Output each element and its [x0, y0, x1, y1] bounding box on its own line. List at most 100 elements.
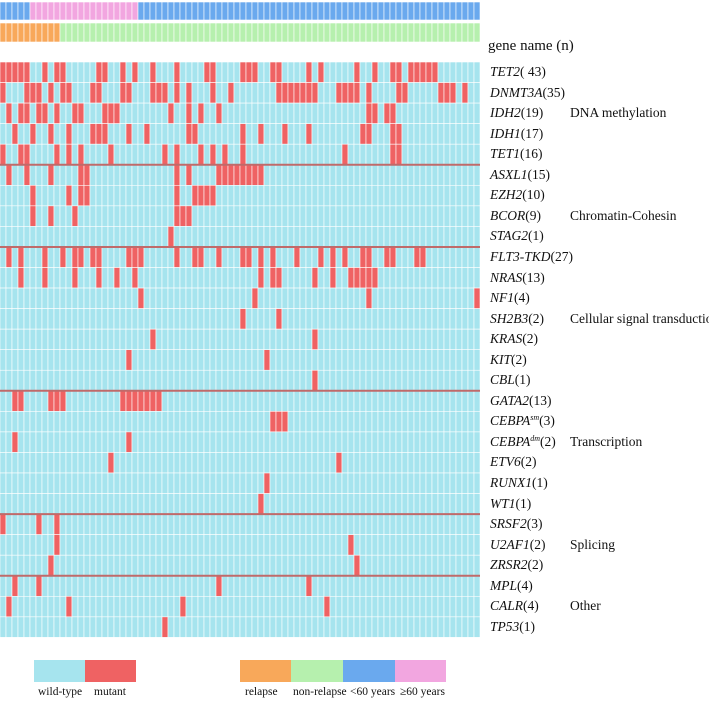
wildtype-cell [239, 513, 247, 535]
relapse-cell [101, 22, 109, 43]
mutant-cell [155, 390, 163, 412]
mutant-cell [23, 102, 31, 124]
wildtype-cell [11, 513, 19, 535]
wildtype-cell [17, 411, 25, 433]
age-cell [353, 1, 361, 21]
wildtype-cell [251, 349, 259, 371]
wildtype-cell [407, 349, 415, 371]
wildtype-cell [5, 349, 13, 371]
wildtype-cell [275, 431, 283, 453]
mutant-cell [305, 82, 313, 104]
gene-label: TET2( 43) [490, 64, 546, 80]
wildtype-cell [119, 554, 127, 577]
wildtype-cell [155, 411, 163, 433]
wildtype-cell [95, 164, 103, 186]
wildtype-cell [395, 575, 403, 597]
wildtype-cell [413, 534, 421, 556]
wildtype-cell [95, 554, 103, 577]
wildtype-cell [407, 431, 415, 453]
wildtype-cell [23, 369, 31, 392]
wildtype-cell [359, 616, 367, 638]
wildtype-cell [299, 143, 307, 166]
wildtype-cell [47, 102, 55, 124]
wildtype-cell [11, 452, 19, 474]
wildtype-cell [287, 534, 295, 556]
legend-swatch-wildtype [34, 660, 85, 682]
wildtype-cell [125, 575, 133, 597]
wildtype-cell [251, 616, 259, 638]
wildtype-cell [59, 452, 67, 474]
wildtype-cell [473, 595, 481, 618]
wildtype-cell [155, 287, 163, 309]
wildtype-cell [35, 287, 43, 309]
wildtype-cell [173, 575, 181, 597]
wildtype-cell [221, 534, 229, 556]
wildtype-cell [371, 575, 379, 597]
wildtype-cell [395, 226, 403, 248]
gene-symbol: WT1 [490, 495, 516, 511]
wildtype-cell [263, 411, 271, 433]
wildtype-cell [167, 595, 175, 618]
wildtype-cell [173, 493, 181, 515]
wildtype-cell [245, 431, 253, 453]
gene-symbol: CALR [490, 598, 524, 614]
wildtype-cell [17, 205, 25, 227]
mutant-cell [119, 61, 127, 83]
mutant-cell [125, 431, 133, 453]
mutant-cell [371, 61, 379, 83]
wildtype-cell [83, 308, 91, 330]
wildtype-cell [203, 82, 211, 104]
wildtype-cell [311, 390, 319, 412]
wildtype-cell [227, 390, 235, 412]
wildtype-cell [335, 411, 343, 433]
wildtype-cell [467, 308, 475, 330]
wildtype-cell [419, 493, 427, 515]
relapse-cell [125, 22, 133, 43]
wildtype-cell [269, 575, 277, 597]
wildtype-cell [431, 328, 439, 350]
wildtype-cell [83, 61, 91, 83]
relapse-cell [365, 22, 373, 43]
mutant-cell [119, 82, 127, 104]
gene-count: (2) [529, 536, 546, 552]
wildtype-cell [323, 287, 331, 309]
wildtype-cell [449, 411, 457, 433]
gene-count: (13) [522, 269, 545, 285]
wildtype-cell [71, 143, 79, 166]
wildtype-cell [275, 287, 283, 309]
wildtype-cell [143, 308, 151, 330]
wildtype-cell [371, 143, 379, 166]
wildtype-cell [89, 369, 97, 392]
wildtype-cell [167, 267, 175, 289]
gene-label: ASXL1(15) [490, 167, 550, 183]
wildtype-cell [185, 143, 193, 166]
wildtype-cell [305, 205, 313, 227]
mutant-cell [359, 267, 367, 289]
relapse-cell [377, 22, 385, 43]
wildtype-cell [335, 472, 343, 494]
wildtype-cell [383, 595, 391, 618]
wildtype-cell [155, 369, 163, 392]
wildtype-cell [179, 575, 187, 597]
wildtype-cell [95, 493, 103, 515]
wildtype-cell [293, 143, 301, 166]
wildtype-cell [5, 534, 13, 556]
wildtype-cell [221, 102, 229, 124]
age-cell [41, 1, 49, 21]
wildtype-cell [149, 102, 157, 124]
wildtype-cell [395, 390, 403, 412]
wildtype-cell [437, 61, 445, 83]
mutant-cell [71, 267, 79, 289]
wildtype-cell [461, 205, 469, 227]
relapse-cell [425, 22, 433, 43]
relapse-cell [221, 22, 229, 43]
wildtype-cell [197, 82, 205, 104]
wildtype-cell [155, 575, 163, 597]
wildtype-cell [203, 595, 211, 618]
wildtype-cell [335, 267, 343, 289]
wildtype-cell [263, 308, 271, 330]
wildtype-cell [119, 411, 127, 433]
wildtype-cell [41, 287, 49, 309]
wildtype-cell [281, 349, 289, 371]
wildtype-cell [407, 267, 415, 289]
